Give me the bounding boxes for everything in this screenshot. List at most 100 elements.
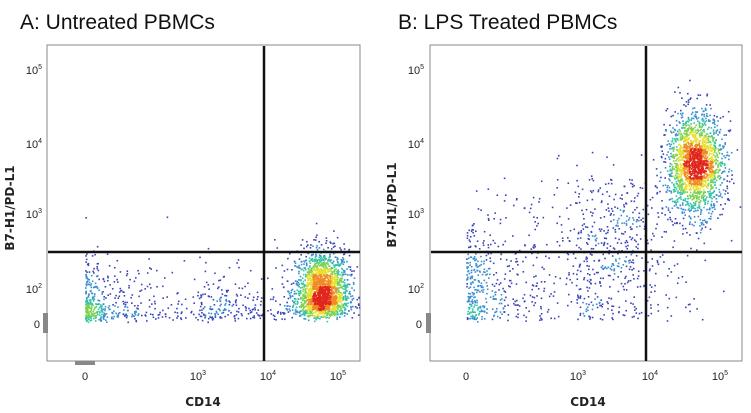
event-point: [314, 292, 316, 294]
event-point: [724, 142, 726, 144]
event-point: [586, 243, 589, 245]
event-point: [556, 187, 558, 189]
event-point: [312, 282, 315, 285]
event-point: [718, 131, 721, 133]
event-point: [683, 143, 685, 146]
event-point: [315, 277, 317, 279]
event-point: [468, 298, 470, 301]
event-point: [116, 259, 119, 262]
event-point: [718, 195, 720, 197]
event-point: [336, 279, 339, 281]
event-point: [582, 312, 585, 315]
event-point: [114, 297, 116, 299]
event-point: [329, 276, 332, 278]
event-point: [533, 304, 535, 307]
event-point: [622, 233, 625, 235]
event-point: [325, 298, 328, 301]
event-point: [613, 268, 616, 270]
event-point: [335, 288, 338, 291]
event-point: [595, 303, 598, 306]
event-point: [739, 206, 742, 208]
event-point: [499, 311, 502, 313]
event-point: [309, 310, 312, 312]
event-point: [681, 178, 683, 180]
event-point: [307, 302, 310, 304]
event-point: [324, 257, 327, 260]
event-point: [311, 312, 314, 315]
event-point: [312, 286, 315, 289]
event-point: [728, 180, 731, 183]
event-point: [318, 296, 321, 298]
event-point: [709, 166, 712, 169]
event-point: [123, 291, 125, 293]
event-point: [696, 186, 699, 188]
event-point: [614, 206, 616, 208]
event-point: [336, 293, 339, 296]
event-point: [713, 206, 715, 208]
event-point: [715, 152, 718, 154]
event-point: [305, 262, 308, 264]
event-point: [225, 295, 228, 297]
event-point: [718, 178, 721, 180]
event-point: [615, 260, 617, 262]
event-point: [318, 256, 320, 259]
event-point: [614, 231, 617, 233]
event-point: [687, 129, 690, 132]
event-point: [682, 167, 684, 169]
event-point: [131, 315, 133, 318]
event-point: [692, 180, 695, 183]
event-point: [711, 122, 714, 124]
event-point: [337, 304, 339, 306]
event-point: [310, 275, 313, 277]
event-point: [320, 258, 322, 261]
event-point: [305, 264, 308, 267]
event-point: [118, 291, 121, 293]
event-point: [205, 281, 208, 284]
event-point: [489, 260, 492, 263]
event-point: [572, 253, 575, 255]
event-point: [704, 184, 706, 186]
event-point: [200, 296, 202, 299]
event-point: [319, 289, 321, 292]
event-point: [314, 239, 317, 241]
event-point: [683, 191, 686, 194]
event-point: [221, 289, 223, 291]
event-point: [492, 262, 495, 265]
event-point: [320, 256, 323, 258]
event-point: [610, 298, 613, 300]
event-point: [585, 303, 588, 305]
event-point: [599, 277, 602, 280]
event-point: [317, 317, 320, 319]
event-point: [85, 317, 87, 319]
event-point: [694, 192, 697, 194]
event-point: [697, 196, 699, 198]
event-point: [224, 304, 226, 306]
event-point: [513, 302, 515, 305]
event-point: [703, 144, 705, 146]
event-point: [290, 291, 292, 294]
event-point: [87, 278, 89, 280]
event-point: [516, 304, 518, 306]
event-point: [686, 174, 689, 177]
event-point: [313, 303, 316, 305]
event-point: [325, 297, 327, 300]
event-point: [623, 206, 626, 208]
event-point: [719, 213, 721, 216]
event-point: [292, 304, 295, 307]
event-point: [727, 110, 730, 113]
event-point: [551, 206, 554, 209]
event-point: [656, 186, 658, 189]
event-point: [95, 311, 98, 314]
event-point: [316, 305, 318, 307]
event-point: [342, 306, 344, 308]
event-point: [219, 279, 222, 281]
event-point: [115, 301, 117, 304]
event-point: [622, 314, 625, 316]
event-point: [700, 191, 703, 193]
event-point: [298, 290, 300, 293]
event-point: [632, 223, 634, 225]
event-point: [642, 217, 644, 220]
event-point: [199, 315, 202, 318]
event-point: [480, 289, 483, 292]
event-point: [324, 306, 326, 309]
